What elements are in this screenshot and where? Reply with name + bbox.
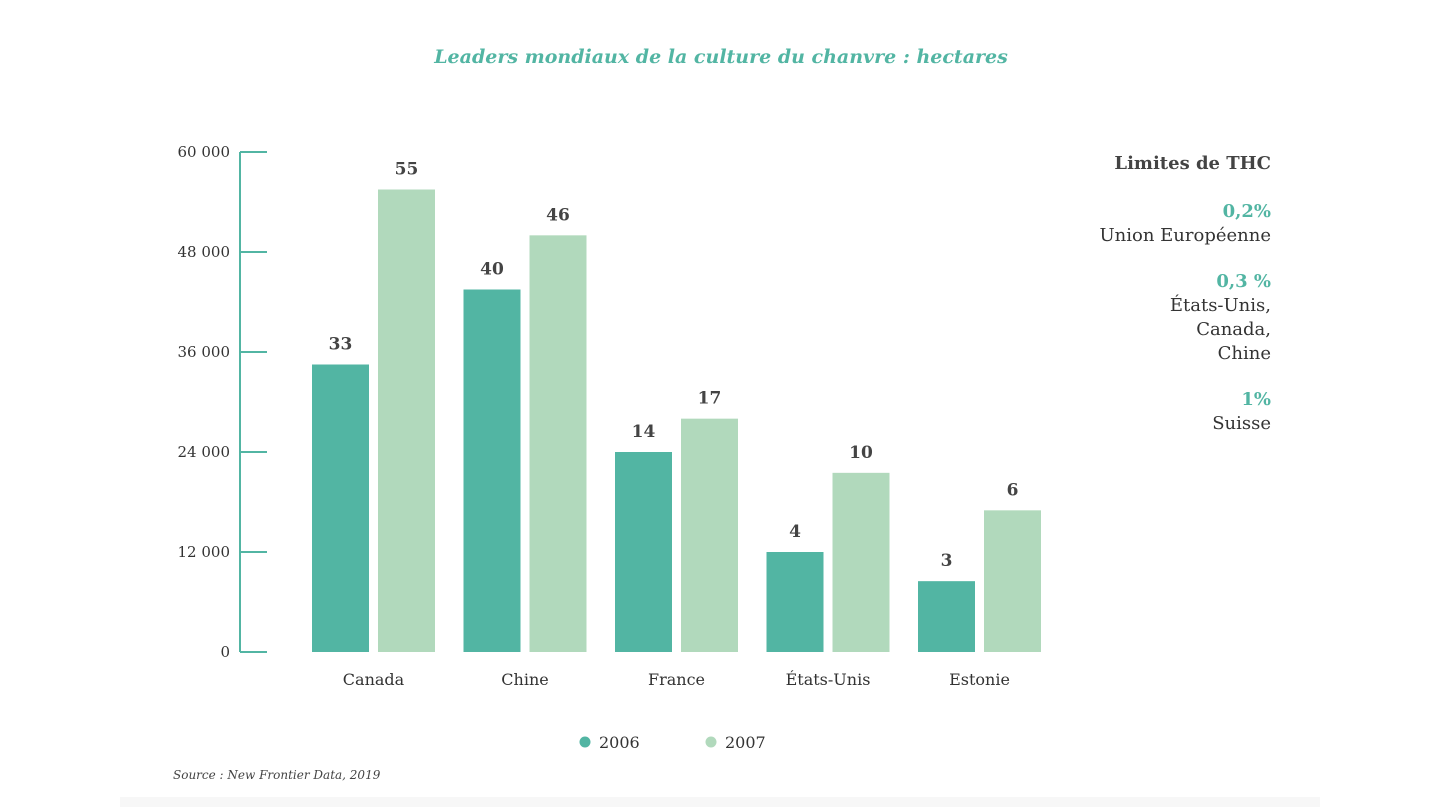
thc-limit-group: 0,2% Union Européenne — [1011, 200, 1271, 248]
y-tick-label: 24 000 — [178, 443, 231, 461]
legend-label: 2006 — [599, 733, 640, 752]
bar-2006 — [312, 364, 369, 652]
footer-strip — [120, 797, 1320, 807]
data-label: 6 — [1007, 480, 1019, 500]
y-tick-label: 0 — [220, 643, 230, 661]
source-note: Source : New Frontier Data, 2019 — [173, 768, 381, 782]
thc-limit-value: 1% — [1241, 389, 1271, 410]
x-tick-label: Chine — [501, 670, 548, 689]
thc-limits-heading: Limites de THC — [1114, 153, 1271, 174]
data-label: 14 — [632, 422, 656, 442]
thc-limit-value: 0,3 % — [1216, 271, 1271, 292]
x-tick-label: Estonie — [949, 670, 1010, 689]
bar-2007 — [984, 510, 1041, 652]
thc-limit-region: Canada, — [1196, 319, 1271, 340]
data-label: 10 — [849, 443, 873, 463]
bar-2006 — [463, 289, 521, 652]
data-label: 33 — [329, 335, 353, 355]
thc-limits-panel: Limites de THC 0,2% Union Européenne 0,3 %… — [1011, 152, 1271, 458]
thc-limit-region: États-Unis, — [1169, 295, 1271, 316]
bar-2006 — [615, 452, 672, 652]
bar-2006 — [766, 552, 824, 652]
y-tick-label: 48 000 — [178, 243, 231, 261]
data-label: 17 — [698, 389, 722, 409]
chart-title: Leaders mondiaux de la culture du chanvr… — [434, 46, 1008, 68]
x-tick-label: Canada — [343, 670, 405, 689]
bar-2007 — [529, 235, 587, 653]
thc-limit-region: Chine — [1217, 343, 1271, 364]
data-label: 40 — [480, 260, 504, 280]
bar-2007 — [832, 472, 890, 652]
bar-2007 — [681, 418, 738, 652]
y-tick-label: 60 000 — [178, 143, 231, 161]
thc-limit-group: 1% Suisse — [1011, 388, 1271, 436]
legend-marker — [579, 736, 591, 748]
x-tick-label: États-Unis — [786, 669, 871, 689]
data-label: 4 — [789, 522, 801, 542]
x-tick-label: France — [648, 670, 705, 689]
thc-limit-group: 0,3 % États-Unis, Canada, Chine — [1011, 270, 1271, 366]
bar-2006 — [918, 581, 975, 652]
thc-limit-region: Union Européenne — [1099, 225, 1271, 246]
data-label: 46 — [546, 205, 570, 225]
legend-label: 2007 — [725, 733, 766, 752]
bar-2007 — [378, 189, 435, 652]
data-label: 55 — [395, 160, 419, 180]
thc-limit-region: Suisse — [1212, 413, 1271, 434]
y-tick-label: 36 000 — [178, 343, 231, 361]
legend-marker — [705, 736, 717, 748]
thc-limit-value: 0,2% — [1222, 201, 1271, 222]
data-label: 3 — [941, 551, 953, 571]
y-tick-label: 12 000 — [178, 543, 231, 561]
